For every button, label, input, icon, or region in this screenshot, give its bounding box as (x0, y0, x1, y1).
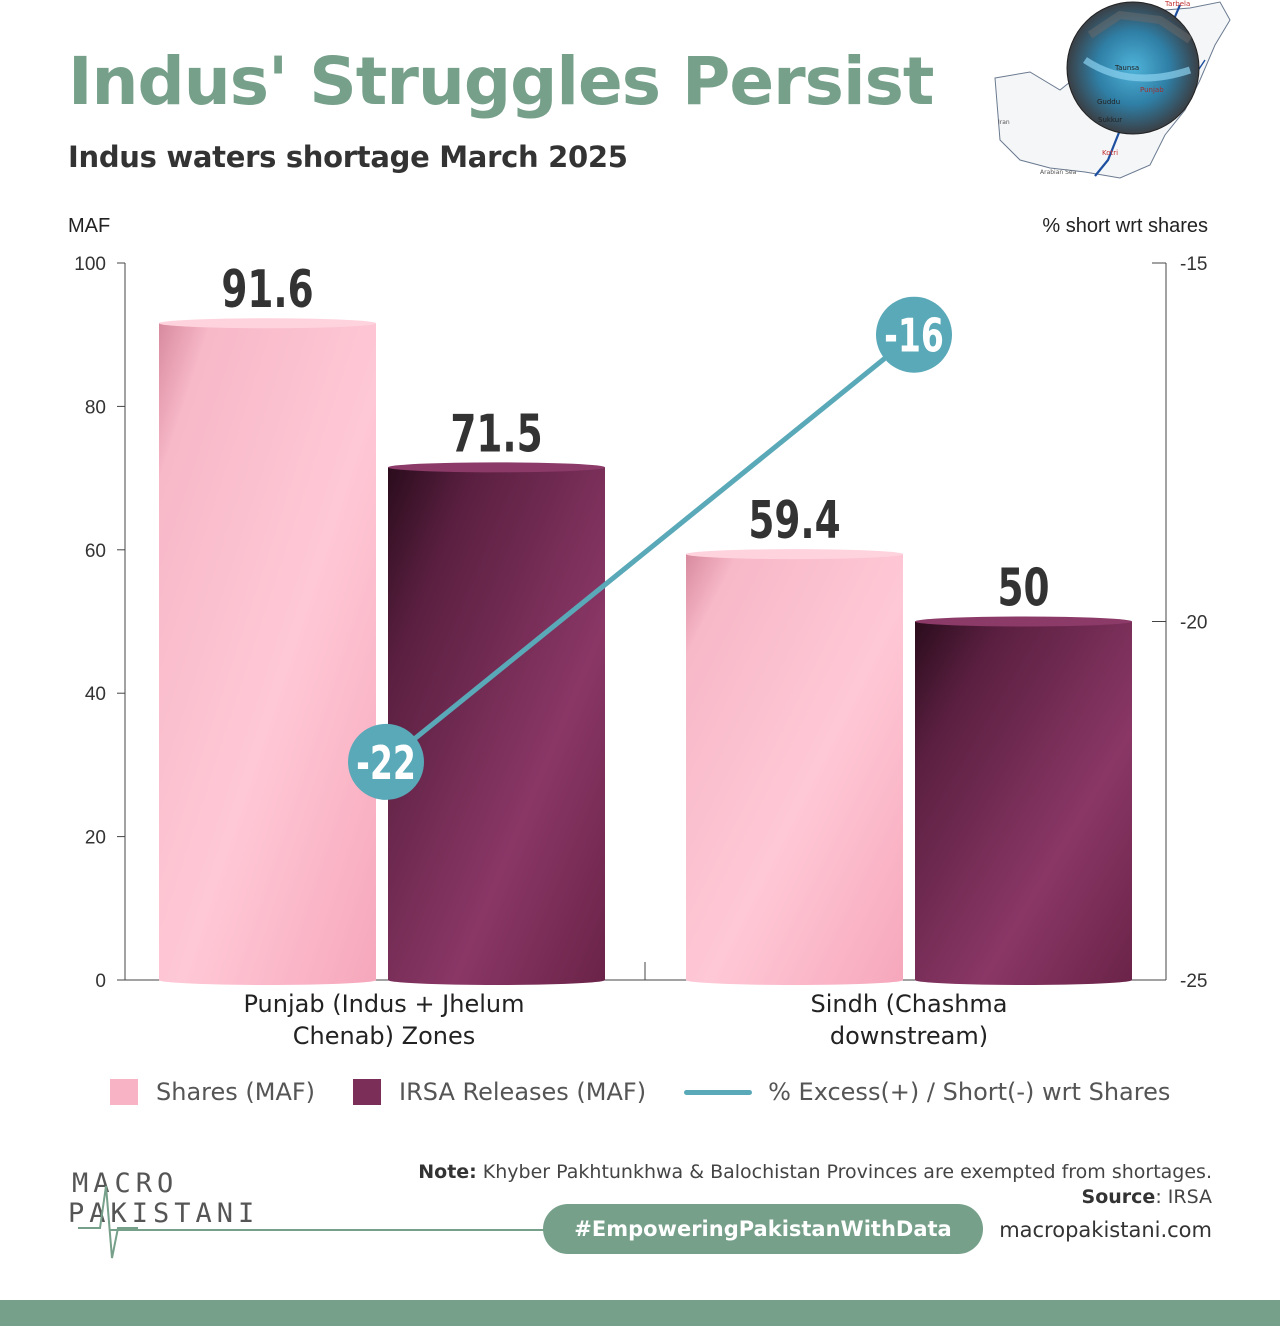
shortage-line (384, 332, 916, 764)
website-link[interactable]: macropakistani.com (999, 1218, 1212, 1242)
bar-value-label: 59.4 (748, 490, 840, 551)
legend-item-irsa-releases: IRSA Releases (MAF) (353, 1078, 646, 1106)
map-label: Tarbela (1164, 0, 1190, 8)
bar (388, 467, 605, 986)
map-label: Punjab (1140, 86, 1164, 94)
bar (686, 554, 903, 985)
bar-value-label: 91.6 (221, 259, 313, 320)
legend-label: Shares (MAF) (156, 1078, 316, 1106)
y-tick-label: 0 (95, 971, 106, 992)
legend-item-shortage-line: % Excess(+) / Short(-) wrt Shares (684, 1078, 1170, 1106)
x-category-label: Sindh (Chashma (810, 990, 1007, 1018)
map-label: Iran (998, 119, 1010, 126)
y2-tick-label: -25 (1180, 971, 1207, 992)
logo-text-bottom: PAKISTANI (68, 1198, 260, 1229)
y2-tick-label: -20 (1180, 613, 1207, 634)
chart-legend: Shares (MAF) IRSA Releases (MAF) % Exces… (110, 1078, 1208, 1106)
y-tick-label: 20 (85, 828, 106, 849)
footer-divider (110, 1229, 550, 1231)
legend-label: % Excess(+) / Short(-) wrt Shares (768, 1078, 1171, 1106)
bar-top (686, 549, 903, 560)
y-tick-label: 60 (85, 541, 106, 562)
page-title: Indus' Struggles Persist (68, 43, 934, 120)
footer-band (0, 1300, 1280, 1326)
bar-line-chart: 0 20 40 60 80 100 -25 -20 -15 MAF % short wrt shar… (68, 215, 1208, 1050)
bar (159, 323, 376, 985)
line-value-label: -16 (884, 310, 944, 363)
y-tick-label: 80 (85, 397, 106, 418)
bar-value-label: 71.5 (450, 403, 542, 464)
legend-swatch-irsa-releases (353, 1079, 382, 1105)
line-marker (348, 723, 424, 800)
map-label: Sukkur (1098, 116, 1122, 124)
legend-item-shares: Shares (MAF) (110, 1078, 315, 1106)
note-label: Note: (418, 1161, 477, 1183)
line-value-label: -22 (356, 738, 416, 791)
x-category-label: Punjab (Indus + Jhelum (244, 990, 525, 1018)
bar-top (388, 462, 605, 473)
y-tick-label: 40 (85, 684, 106, 705)
y2-tick-label: -15 (1180, 254, 1207, 275)
map-label: Arabian Sea (1040, 169, 1077, 176)
bar-top (159, 318, 376, 329)
hashtag-badge: #EmpoweringPakistanWithData (543, 1204, 983, 1254)
legend-label: IRSA Releases (MAF) (399, 1078, 647, 1106)
line-marker (876, 296, 952, 373)
indus-map-thumbnail: Tarbela Taunsa Punjab Guddu Sukkur Kotri… (994, 0, 1231, 179)
y2-axis-title: % short wrt shares (1042, 215, 1208, 237)
legend-swatch-shares (110, 1079, 138, 1105)
legend-swatch-line (684, 1089, 753, 1095)
page-subtitle: Indus waters shortage March 2025 (68, 140, 628, 174)
bar-value-label: 50 (997, 557, 1049, 618)
map-label: Kotri (1102, 149, 1118, 157)
bar (915, 621, 1132, 985)
logo-text-top: MACRO (72, 1168, 179, 1199)
map-label: Taunsa (1114, 64, 1139, 72)
y-axis-title: MAF (68, 215, 110, 237)
source-label: Source (1081, 1185, 1156, 1208)
note-text: Khyber Pakhtunkhwa & Balochistan Provinc… (476, 1161, 1212, 1183)
macro-pakistani-logo: MACRO PAKISTANI (68, 1168, 298, 1268)
x-category-label: downstream) (830, 1022, 988, 1050)
x-category-label: Chenab) Zones (293, 1022, 475, 1050)
footnote: Note: Khyber Pakhtunkhwa & Balochistan P… (418, 1160, 1212, 1209)
source-text: : IRSA (1155, 1185, 1212, 1208)
pulse-icon (78, 1185, 138, 1259)
bar-top (915, 616, 1132, 627)
map-label: Guddu (1097, 98, 1120, 106)
y-tick-label: 100 (74, 254, 106, 275)
